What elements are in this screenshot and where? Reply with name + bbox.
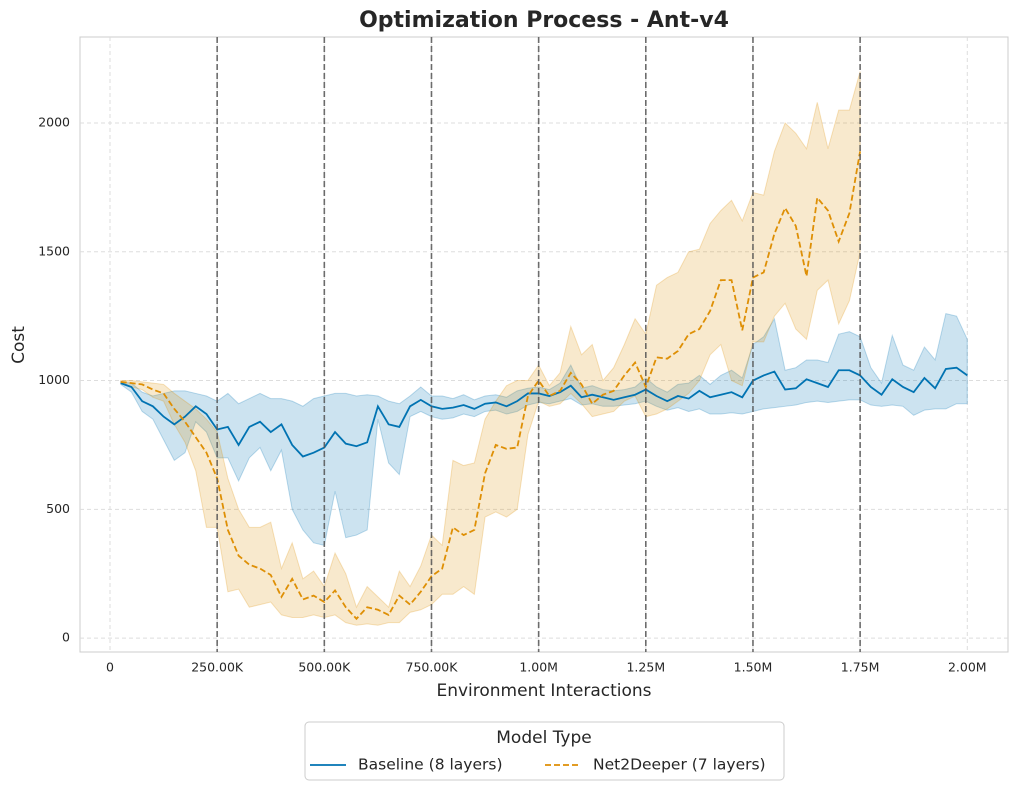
x-tick-label: 1.25M [626,660,665,675]
confidence-band [120,312,968,546]
confidence-band [120,71,861,626]
y-tick-label: 500 [46,501,70,516]
x-tick-label: 500.00K [298,660,351,675]
plot-area [79,36,1009,653]
y-tick-label: 2000 [38,115,70,130]
legend-title: Model Type [496,728,592,748]
x-tick-label: 2.00M [948,660,987,675]
chart-title: Optimization Process - Ant-v4 [359,8,729,33]
y-tick-label: 0 [62,630,70,645]
series-line [120,366,968,458]
x-tick-label: 0 [106,660,114,675]
x-tick-label: 1.50M [734,660,773,675]
x-axis-label: Environment Interactions [436,681,651,701]
series-line [120,151,862,621]
y-tick-label: 1500 [38,243,70,258]
legend-box [304,721,785,781]
x-tick-label: 250.00K [191,660,244,675]
y-axis-label: Cost [9,326,29,364]
x-tick-label: 1.75M [841,660,880,675]
x-tick-label: 1.00M [519,660,558,675]
legend-label: Baseline (8 layers) [358,756,503,774]
legend-label: Net2Deeper (7 layers) [593,756,766,774]
y-tick-label: 1000 [38,372,70,387]
x-tick-label: 750.00K [406,660,459,675]
